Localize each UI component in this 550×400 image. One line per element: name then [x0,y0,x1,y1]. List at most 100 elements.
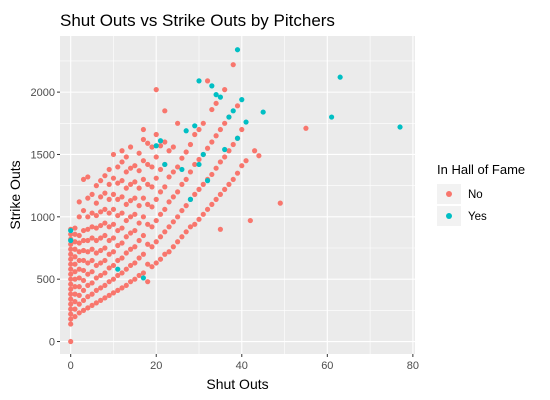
point-no [119,210,125,216]
point-no [149,204,155,210]
point-no [119,159,125,165]
point-no [183,176,189,183]
point-no [89,235,95,241]
point-no [157,211,164,217]
point-no [136,150,142,156]
point-no [217,191,223,197]
point-no [127,165,134,171]
point-no [153,217,159,224]
point-no [76,232,82,239]
point-no [123,154,129,160]
point-no [230,62,236,68]
point-no [89,191,95,197]
point-no [119,240,125,246]
point-no [157,166,164,173]
point-no [127,279,134,285]
point-no [110,175,117,181]
point-no [157,189,164,195]
point-yes [397,124,403,130]
point-no [89,280,95,286]
point-yes [226,114,232,120]
x-axis-title: Shut Outs [206,376,268,392]
point-no [115,287,121,293]
point-no [85,271,91,277]
point-yes [68,227,74,234]
point-yes [260,109,266,115]
point-no [127,246,134,252]
minor-gridlines [60,36,415,354]
point-no [145,241,151,247]
point-no [226,181,232,187]
x-tick-label: 20 [150,360,162,372]
point-no [162,108,168,114]
point-no [89,224,95,230]
point-no [123,282,129,289]
point-no [68,241,74,247]
point-no [123,201,129,207]
point-yes [209,83,215,89]
point-no [153,175,159,181]
point-no [102,173,108,179]
point-no [217,159,223,165]
point-no [157,234,164,240]
point-no [140,158,147,164]
point-no [76,199,82,205]
point-no [162,229,168,235]
point-no [132,260,138,266]
point-no [170,219,176,225]
point-no [93,212,99,219]
point-no [127,230,134,236]
point-no [80,247,87,254]
point-no [123,250,129,256]
point-yes [153,143,159,149]
point-no [145,201,151,207]
point-no [102,295,108,301]
point-no [136,255,142,261]
point-no [153,196,159,202]
point-no [102,282,108,289]
point-no [85,294,91,300]
point-no [68,231,74,237]
y-axis-title: Strike Outs [7,160,23,229]
point-no [102,270,108,276]
point-no [98,178,104,184]
point-no [132,163,138,169]
point-no [145,279,151,285]
x-tick-label: 0 [68,360,74,372]
point-no [123,234,129,240]
point-no [85,226,91,232]
point-no [72,231,78,237]
point-yes [234,47,241,53]
point-no [72,239,78,245]
point-no [93,287,99,293]
point-yes [239,97,245,103]
point-no [140,136,147,143]
legend: In Hall of Fame No Yes [437,162,525,226]
point-no [106,210,112,216]
point-no [166,199,172,205]
point-no [80,227,87,234]
point-no [192,161,198,168]
point-no [157,143,164,149]
point-no [89,257,95,264]
point-no [72,313,78,320]
point-no [93,300,99,306]
point-no [192,191,198,197]
series-yes-points [68,47,403,281]
point-no [102,206,108,212]
x-tick-label: 60 [321,360,333,372]
point-no [68,296,74,302]
legend-title: In Hall of Fame [437,162,525,177]
point-no [89,291,95,297]
point-no [196,186,202,192]
y-tick-label: 1000 [31,212,55,224]
point-no [226,148,232,154]
point-no [136,237,142,244]
legend-dot-yes [446,213,452,219]
x-axis: 0 20 40 60 80 [68,354,419,372]
point-no [80,257,87,264]
point-no [72,254,78,260]
point-no [153,239,159,245]
point-no [243,158,249,164]
point-yes [243,119,249,125]
